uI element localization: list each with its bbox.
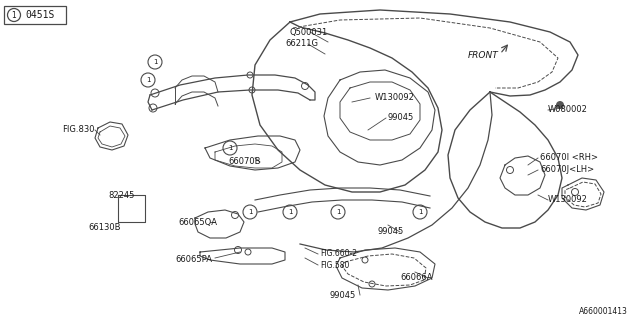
Text: FIG.580: FIG.580 [320,260,349,269]
Text: 0451S: 0451S [25,10,54,20]
Text: 66211G: 66211G [285,39,318,49]
Text: 66130B: 66130B [88,223,120,233]
Text: FIG.830: FIG.830 [62,125,95,134]
Text: FRONT: FRONT [468,51,499,60]
Text: 66065PA: 66065PA [175,255,212,265]
Text: 82245: 82245 [108,190,134,199]
Text: 1: 1 [153,59,157,65]
Text: 66070B: 66070B [228,157,260,166]
Text: FIG.660-2: FIG.660-2 [320,250,357,259]
Text: 1: 1 [288,209,292,215]
Text: 66065QA: 66065QA [178,218,217,227]
Text: 1: 1 [336,209,340,215]
Text: Q500031: Q500031 [290,28,328,36]
Text: 66070J<LH>: 66070J<LH> [540,165,594,174]
Circle shape [556,101,564,109]
Text: 1: 1 [248,209,252,215]
Text: 99045: 99045 [378,228,404,236]
Bar [4,6,66,24]
Text: 1: 1 [12,11,17,20]
Text: W130092: W130092 [375,93,415,102]
Text: 66066A: 66066A [400,274,433,283]
Text: W130092: W130092 [548,196,588,204]
Text: 1: 1 [228,145,232,151]
Text: 1: 1 [146,77,150,83]
Text: W080002: W080002 [548,106,588,115]
Text: 99045: 99045 [330,291,356,300]
Text: 99045: 99045 [388,114,414,123]
Text: 66070I <RH>: 66070I <RH> [540,154,598,163]
Text: 1: 1 [418,209,422,215]
Text: A660001413: A660001413 [579,308,628,316]
